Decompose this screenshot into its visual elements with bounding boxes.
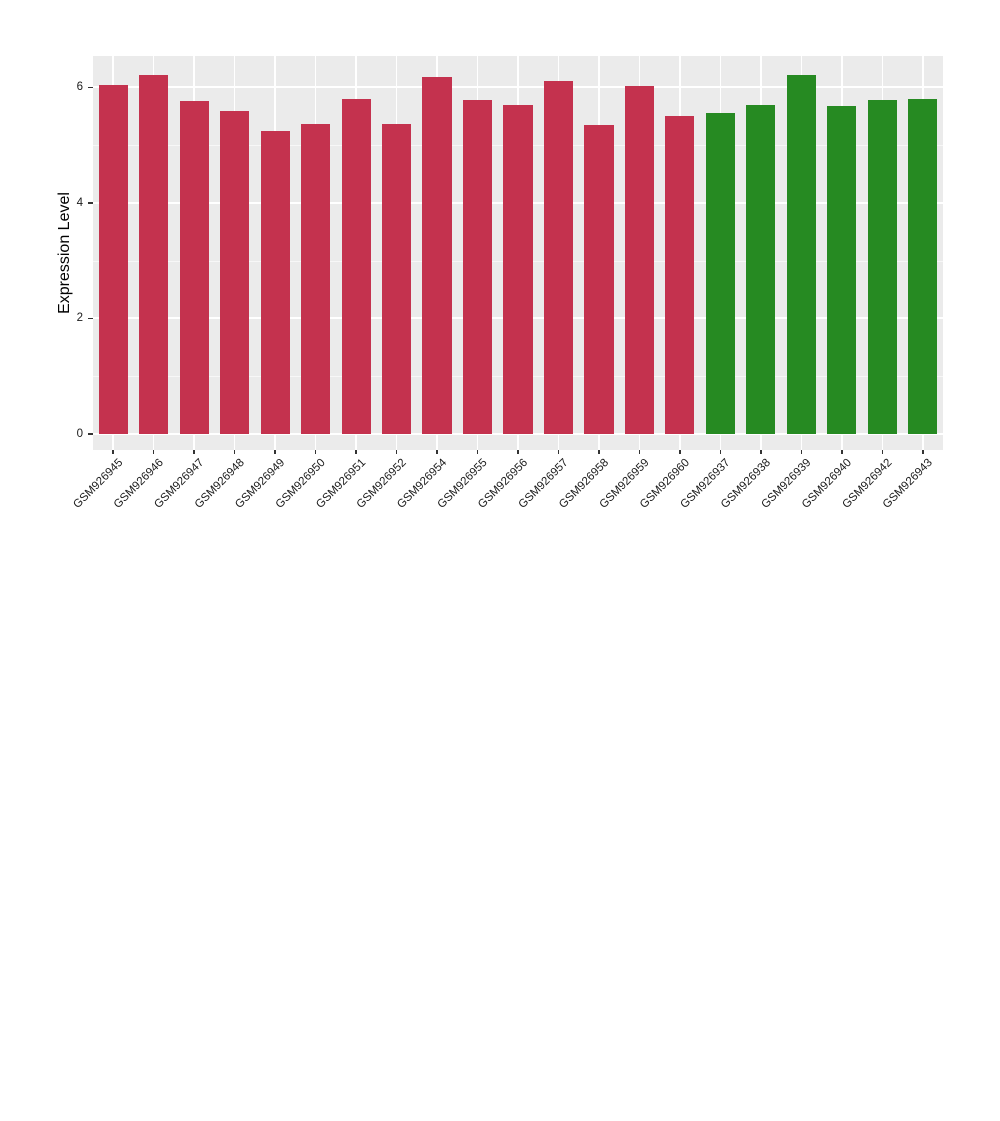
bar bbox=[462, 100, 493, 434]
bar bbox=[705, 113, 735, 434]
x-tick-mark bbox=[841, 450, 843, 454]
x-tick-mark bbox=[881, 450, 884, 454]
y-tick-mark bbox=[88, 317, 93, 320]
x-tick-mark bbox=[274, 450, 276, 454]
x-tick-mark bbox=[355, 450, 357, 454]
bar bbox=[98, 85, 128, 434]
x-tick-mark bbox=[760, 450, 762, 454]
bar bbox=[382, 123, 412, 434]
bar bbox=[786, 75, 816, 434]
bar bbox=[867, 100, 897, 434]
bar bbox=[543, 80, 574, 434]
bar bbox=[665, 115, 695, 434]
bar bbox=[584, 125, 614, 434]
y-tick-mark bbox=[88, 202, 93, 204]
bar bbox=[260, 131, 290, 434]
x-tick-mark bbox=[395, 450, 398, 454]
bar bbox=[422, 77, 452, 434]
x-tick-label: GSM926943 bbox=[880, 456, 935, 511]
bar bbox=[139, 75, 169, 434]
x-tick-mark bbox=[476, 450, 479, 454]
bar bbox=[301, 124, 331, 434]
x-tick-mark bbox=[233, 450, 236, 454]
x-tick-mark bbox=[112, 450, 114, 454]
y-tick-label: 4 bbox=[76, 196, 83, 209]
x-tick-mark bbox=[800, 450, 803, 454]
bar bbox=[503, 105, 533, 434]
bar bbox=[220, 111, 250, 434]
plot-panel bbox=[93, 56, 943, 450]
bar bbox=[179, 100, 209, 434]
bar bbox=[908, 98, 938, 434]
y-axis-title: Expression Level bbox=[56, 192, 73, 314]
x-tick-mark bbox=[598, 450, 600, 454]
x-tick-mark bbox=[679, 450, 681, 454]
bar bbox=[341, 99, 371, 434]
bar bbox=[746, 105, 776, 434]
bar bbox=[624, 86, 654, 434]
x-tick-mark bbox=[922, 450, 924, 454]
x-tick-mark bbox=[436, 450, 438, 454]
y-tick-label: 6 bbox=[76, 81, 83, 94]
x-tick-mark bbox=[557, 450, 560, 454]
y-tick-label: 0 bbox=[76, 428, 83, 440]
x-tick-mark bbox=[314, 450, 317, 454]
y-tick-mark bbox=[88, 433, 93, 435]
bar bbox=[827, 106, 857, 434]
x-tick-mark bbox=[152, 450, 155, 454]
x-tick-mark bbox=[517, 450, 519, 454]
y-tick-mark bbox=[88, 86, 93, 89]
x-tick-mark bbox=[638, 450, 641, 454]
y-tick-label: 2 bbox=[76, 312, 83, 325]
x-tick-mark bbox=[719, 450, 722, 454]
x-tick-mark bbox=[193, 450, 195, 454]
